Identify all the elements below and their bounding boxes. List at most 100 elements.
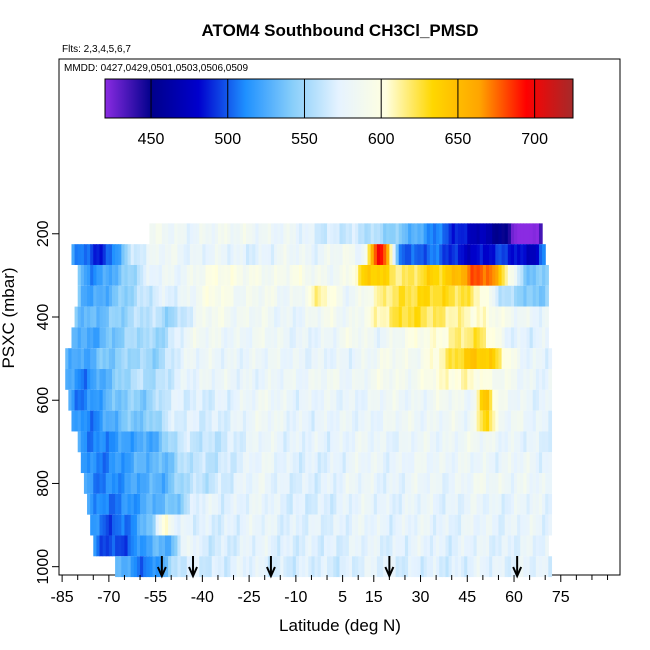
heat-cell bbox=[246, 473, 250, 494]
heat-cell bbox=[414, 410, 419, 432]
heat-cell bbox=[152, 244, 157, 265]
heat-cell bbox=[193, 244, 197, 265]
heat-cell bbox=[283, 327, 288, 349]
heat-cell bbox=[242, 285, 247, 307]
heat-cell bbox=[514, 389, 518, 411]
heat-cell bbox=[420, 389, 425, 411]
heat-cell bbox=[177, 285, 182, 307]
heat-cell bbox=[489, 556, 493, 578]
heat-cell bbox=[470, 285, 475, 307]
heat-cell bbox=[395, 410, 400, 432]
heat-cell bbox=[193, 431, 197, 453]
heat-cell bbox=[193, 514, 197, 536]
heat-cell bbox=[367, 535, 372, 557]
heat-cell bbox=[498, 306, 503, 328]
heat-cell bbox=[168, 535, 172, 557]
heat-cell bbox=[99, 306, 104, 328]
heat-cell bbox=[330, 306, 334, 328]
heat-cell bbox=[429, 473, 434, 494]
heat-cell bbox=[355, 327, 359, 349]
heat-cell bbox=[274, 473, 278, 494]
heat-cell bbox=[180, 223, 185, 245]
heat-cell bbox=[504, 389, 509, 411]
heat-cell bbox=[295, 556, 300, 578]
heat-cell bbox=[355, 244, 359, 265]
heat-cell bbox=[264, 514, 269, 536]
heat-cell bbox=[302, 473, 306, 494]
heat-cell bbox=[429, 306, 434, 328]
heat-cell bbox=[261, 223, 266, 245]
heat-cell bbox=[495, 473, 500, 494]
heat-cell bbox=[108, 327, 113, 349]
heat-cell bbox=[389, 535, 394, 557]
heat-cell bbox=[489, 473, 493, 494]
heat-cell bbox=[286, 556, 291, 578]
heat-cell bbox=[305, 223, 309, 245]
heat-cell bbox=[193, 473, 197, 494]
heat-cell bbox=[336, 535, 341, 557]
heat-cell bbox=[246, 556, 250, 578]
x-axis: -85 -70 -55 -40 -25 -10 5 15 30 45 60 75 bbox=[51, 575, 609, 606]
y-tick-label-1000: 1000 bbox=[35, 549, 52, 585]
heat-cell bbox=[342, 306, 347, 328]
heat-cell bbox=[161, 223, 166, 245]
heat-cell bbox=[370, 223, 375, 245]
heat-cell bbox=[367, 264, 372, 286]
heat-cell bbox=[445, 473, 450, 494]
heat-cell bbox=[473, 493, 478, 515]
heat-cell bbox=[482, 452, 487, 474]
heat-cell bbox=[420, 285, 425, 307]
heat-cell bbox=[233, 452, 238, 474]
heat-cell bbox=[339, 264, 344, 286]
heat-cell bbox=[308, 535, 313, 557]
heat-cell bbox=[510, 223, 515, 245]
heat-cell bbox=[336, 306, 341, 328]
heat-cell bbox=[115, 285, 119, 307]
heat-cell bbox=[261, 473, 266, 494]
heat-cell bbox=[514, 431, 518, 453]
heat-cell bbox=[433, 306, 437, 328]
heat-cell bbox=[171, 493, 175, 515]
heat-cell bbox=[342, 285, 347, 307]
heat-cell bbox=[311, 327, 316, 349]
heat-cell bbox=[171, 514, 175, 536]
heat-cell bbox=[158, 306, 163, 328]
heat-cell bbox=[302, 535, 306, 557]
heat-cell bbox=[298, 514, 303, 536]
heat-cell bbox=[146, 410, 150, 432]
heat-cell bbox=[174, 514, 179, 536]
heat-cell bbox=[339, 452, 344, 474]
heat-cell bbox=[327, 306, 331, 328]
heat-cell bbox=[196, 410, 200, 432]
heat-cell bbox=[548, 389, 553, 411]
heat-cell bbox=[164, 348, 169, 370]
heat-cell bbox=[535, 369, 540, 390]
heat-cell bbox=[464, 348, 468, 370]
heat-cell bbox=[498, 514, 503, 536]
heat-cell bbox=[236, 493, 241, 515]
heat-cell bbox=[342, 452, 347, 474]
heat-cell bbox=[426, 410, 431, 432]
heat-cell bbox=[339, 535, 344, 557]
colorbar-tick-label-600: 600 bbox=[368, 131, 395, 148]
heat-cell bbox=[221, 410, 225, 432]
heat-cell bbox=[255, 327, 260, 349]
heat-cell bbox=[155, 369, 160, 390]
heat-cell bbox=[492, 348, 496, 370]
heat-cell bbox=[439, 223, 443, 245]
heat-cell bbox=[526, 493, 531, 515]
heat-cell bbox=[289, 473, 294, 494]
heat-cell bbox=[367, 285, 372, 307]
heat-cell bbox=[479, 285, 484, 307]
heat-cell bbox=[520, 389, 524, 411]
heat-cell bbox=[277, 535, 281, 557]
heat-cell bbox=[258, 264, 263, 286]
heat-cell bbox=[376, 514, 381, 536]
heat-cell bbox=[429, 556, 434, 578]
heat-cell bbox=[464, 493, 468, 515]
heat-cell bbox=[311, 556, 316, 578]
heat-cell bbox=[115, 493, 119, 515]
heat-cell bbox=[457, 410, 462, 432]
heat-cell bbox=[348, 493, 353, 515]
heat-cell bbox=[330, 514, 334, 536]
